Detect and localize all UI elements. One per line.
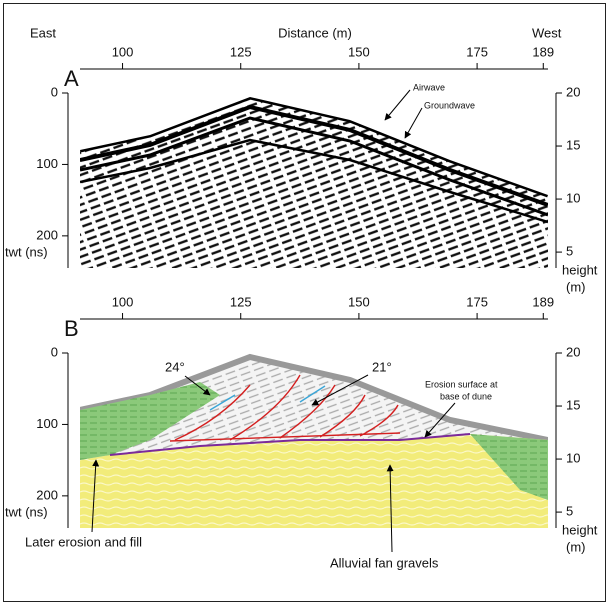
x-tick-label: 125 [230, 44, 252, 59]
y2-tick-label: 20 [566, 344, 580, 359]
annotations: Airwave Groundwave 24° 21° Erosion surfa… [25, 82, 498, 570]
x-tick-label: 189 [532, 44, 554, 59]
frame [3, 3, 606, 602]
y2-tick-label: 15 [566, 397, 580, 412]
x-tick-label: 189 [532, 294, 554, 309]
west-label: West [532, 25, 562, 40]
y-axis-label: twt (ns) [5, 504, 48, 519]
y-tick-label: 100 [36, 156, 58, 171]
y2-tick-label: 10 [566, 190, 580, 205]
y2-tick-label: 10 [566, 450, 580, 465]
y2-axis-label: height [562, 262, 598, 277]
distance-label: Distance (m) [278, 25, 352, 40]
annotation: 24° [165, 359, 185, 374]
y-tick-label: 0 [51, 84, 58, 99]
y-tick-label: 0 [51, 344, 58, 359]
y2-tick-label: 15 [566, 137, 580, 152]
x-tick-label: 100 [112, 294, 134, 309]
y-tick-label: 200 [36, 227, 58, 242]
annotation: Alluvial fan gravels [330, 555, 439, 570]
y2-axis-label: height [562, 522, 598, 537]
panel-label: B [64, 316, 79, 341]
y-tick-label: 200 [36, 487, 58, 502]
annotation: Erosion surface at [425, 379, 498, 389]
x-tick-label: 125 [230, 294, 252, 309]
x-tick-label: 150 [348, 294, 370, 309]
y2-tick-label: 5 [566, 504, 573, 519]
x-tick-label: 150 [348, 44, 370, 59]
annotation: Groundwave [424, 100, 475, 110]
annotation: base of dune [440, 391, 492, 401]
interpretation-b [80, 353, 548, 528]
x-tick-label: 100 [112, 44, 134, 59]
east-label: East [30, 25, 56, 40]
y2-tick-label: 20 [566, 84, 580, 99]
y-axis-label: twt (ns) [5, 244, 48, 259]
x-tick-label: 175 [466, 294, 488, 309]
panel-label: A [64, 66, 79, 91]
y2-axis-unit: (m) [566, 539, 586, 554]
annotation: Airwave [413, 82, 445, 92]
annotation: 21° [372, 359, 392, 374]
radargram-a [80, 93, 548, 268]
y2-axis-unit: (m) [566, 279, 586, 294]
annotation: Later erosion and fill [25, 534, 142, 549]
x-tick-label: 175 [466, 44, 488, 59]
y2-tick-label: 5 [566, 244, 573, 259]
y-tick-label: 100 [36, 416, 58, 431]
